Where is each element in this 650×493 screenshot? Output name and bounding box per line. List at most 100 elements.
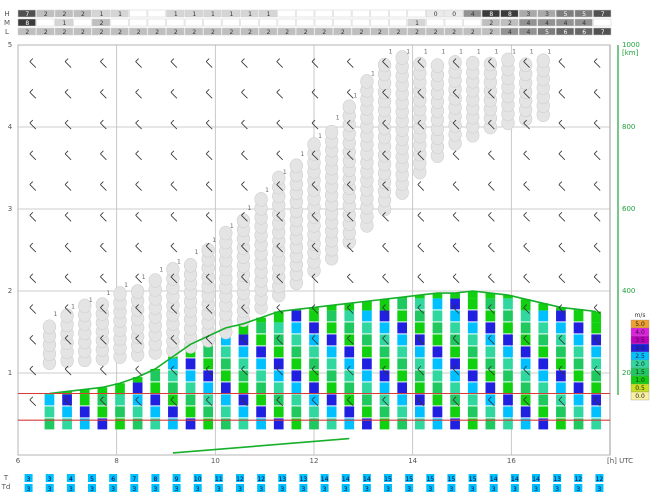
dewpoint-cell xyxy=(88,484,96,492)
thermal-bar-segment xyxy=(79,389,90,395)
temp-label: 14 xyxy=(490,476,498,483)
wind-barb xyxy=(276,181,281,185)
wind-barb xyxy=(452,181,457,185)
thermal-bar-segment xyxy=(44,418,55,430)
wind-barb xyxy=(170,304,175,308)
wind-barb xyxy=(170,184,178,191)
wind-barb xyxy=(523,242,527,247)
temp-cell xyxy=(489,474,498,482)
cloud-cell-label: 1 xyxy=(192,11,196,18)
thermal-bar-segment xyxy=(573,382,584,394)
thermal-bar-segment xyxy=(414,298,425,310)
thermal-bar-segment xyxy=(573,334,584,346)
wind-barb xyxy=(241,119,245,124)
temp-cell xyxy=(172,474,181,482)
wind-barb xyxy=(523,212,527,216)
thermal-bar-segment xyxy=(573,394,584,406)
thermal-bar-segment xyxy=(62,394,72,406)
wind-barb xyxy=(135,58,139,62)
wind-barb xyxy=(135,307,142,314)
thermal-bar-segment xyxy=(238,323,249,335)
wind-barb xyxy=(135,92,142,99)
dewpoint-cell xyxy=(489,484,498,492)
wind-barb xyxy=(276,89,281,93)
thermal-bar-segment xyxy=(115,418,125,430)
cloud-cell xyxy=(203,18,222,27)
cumulus-label: 1 xyxy=(530,48,534,55)
wind-barb xyxy=(523,245,530,253)
thermal-bar-segment xyxy=(344,370,355,382)
wind-barb xyxy=(205,122,213,130)
cloud-cell xyxy=(370,9,389,18)
thermal-bar-segment xyxy=(467,310,478,322)
thermal-bar-segment xyxy=(503,322,513,334)
thermal-bar-segment xyxy=(397,322,408,334)
thermal-bar-segment xyxy=(520,346,531,358)
wind-barb xyxy=(311,181,316,185)
thermal-bar-segment xyxy=(238,418,249,430)
thermal-bar-segment xyxy=(291,346,302,358)
wind-barb xyxy=(523,181,527,185)
cloud-cell xyxy=(426,27,445,36)
temp-cell xyxy=(468,474,477,482)
dewpoint-cell xyxy=(426,484,435,492)
cloud-cell-label: 1 xyxy=(100,11,104,18)
dewpoint-cell xyxy=(151,484,160,492)
cumulus-puff xyxy=(113,286,127,301)
cloud-cell-label: 4 xyxy=(471,11,475,18)
wind-barb xyxy=(452,184,460,191)
wind-barb xyxy=(346,122,354,130)
temp-label: 3 xyxy=(48,476,52,483)
thermal-bar-segment xyxy=(62,391,72,395)
wind-barb xyxy=(170,58,175,62)
wind-barb xyxy=(523,215,530,222)
wind-barb xyxy=(593,92,601,99)
wind-barb xyxy=(135,119,139,124)
cumulus-label: 1 xyxy=(459,48,463,55)
cloud-cell-label: 2 xyxy=(434,29,438,36)
thermal-bar-segment xyxy=(379,358,390,370)
thermal-bar-segment xyxy=(450,298,460,310)
thermal-bar-segment xyxy=(450,370,460,382)
wind-barb xyxy=(488,276,495,284)
thermal-bar-segment xyxy=(273,382,284,394)
cloud-cell-label: 2 xyxy=(267,29,271,36)
thermal-bar-segment xyxy=(379,382,390,394)
thermal-bar-segment xyxy=(220,418,231,430)
legend-title: m/s xyxy=(635,312,646,319)
wind-barb xyxy=(100,242,104,247)
wind-barb xyxy=(382,184,389,191)
cumulus-label: 1 xyxy=(477,48,481,55)
cloud-cell-label: 2 xyxy=(471,29,475,36)
wind-barb xyxy=(558,396,563,401)
wind-barb xyxy=(135,89,139,93)
wind-barb xyxy=(135,61,142,68)
wind-barb xyxy=(593,181,598,185)
cloud-cell-label: 7 xyxy=(601,11,605,18)
cloud-cell xyxy=(221,18,240,27)
wind-barb xyxy=(276,242,281,247)
thermal-bar-segment xyxy=(309,394,319,406)
wind-barb xyxy=(135,365,139,370)
dewpoint-label: 3 xyxy=(450,486,454,493)
wind-barb xyxy=(523,365,527,370)
thermal-bar-segment xyxy=(362,406,372,418)
cloud-cell xyxy=(129,18,148,27)
temp-cell xyxy=(341,474,350,482)
thermal-bar-segment xyxy=(291,322,302,334)
thermal-bar-segment xyxy=(538,418,549,430)
thermal-bar-segment xyxy=(238,358,249,370)
x-tick-label: 8 xyxy=(114,457,118,465)
thermal-bar-segment xyxy=(203,418,214,430)
cloud-row-label-L: L xyxy=(5,28,9,36)
legend-label: 1.5 xyxy=(635,369,645,376)
wind-barb xyxy=(29,119,34,124)
thermal-bar-segment xyxy=(414,406,425,418)
wind-barb xyxy=(135,212,139,216)
cloud-cell xyxy=(92,18,111,27)
wind-barb xyxy=(135,335,139,339)
thermal-bar-segment xyxy=(203,382,214,394)
wind-barb xyxy=(452,276,460,284)
temp-cell xyxy=(447,474,456,482)
wind-barb xyxy=(452,92,460,99)
